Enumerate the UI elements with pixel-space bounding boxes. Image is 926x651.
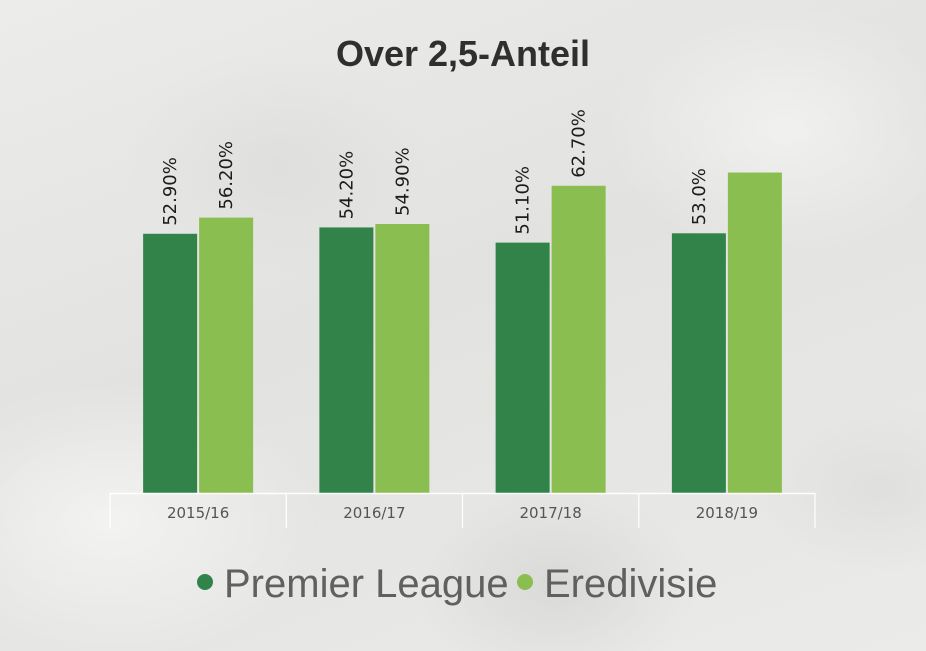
bar-premier-league-2016-17	[319, 227, 374, 494]
data-label: 52.90%	[160, 157, 181, 226]
data-label: 56.20%	[216, 141, 237, 210]
data-label: 53.0%	[689, 168, 710, 225]
x-tick-label: 2016/17	[343, 504, 405, 522]
bar-eredivisie-2016-17	[375, 223, 430, 494]
data-label: 62.70%	[569, 109, 590, 178]
legend-marker	[517, 574, 533, 590]
bar-premier-league-2015-16	[143, 233, 198, 494]
bar-eredivisie-2017-18	[551, 185, 606, 493]
bar-premier-league-2017-18	[495, 242, 550, 493]
x-tick-label: 2015/16	[167, 504, 229, 522]
x-axis: 2015/16 2016/17 2017/18 2018/19	[109, 492, 816, 528]
data-label: 54.20%	[336, 151, 357, 220]
data-label: 54.90%	[392, 147, 413, 216]
legend: Premier League Eredivisie	[197, 562, 717, 606]
x-tick-label: 2017/18	[519, 504, 581, 522]
legend-label: Premier League	[224, 562, 509, 606]
chart-title: Over 2,5-Anteil	[336, 33, 590, 74]
x-tick-label: 2018/19	[696, 504, 758, 522]
bar-premier-league-2018-19	[671, 233, 726, 494]
bars-layer	[143, 172, 782, 494]
legend-label: Eredivisie	[544, 562, 717, 606]
data-label: 51.10%	[513, 166, 534, 235]
legend-marker	[197, 574, 213, 590]
bar-eredivisie-2015-16	[199, 217, 254, 493]
bar-eredivisie-2018-19	[727, 172, 782, 494]
data-labels-layer: 52.90% 56.20% 54.20% 54.90% 51.10% 62.70% 53.0…	[160, 109, 710, 234]
